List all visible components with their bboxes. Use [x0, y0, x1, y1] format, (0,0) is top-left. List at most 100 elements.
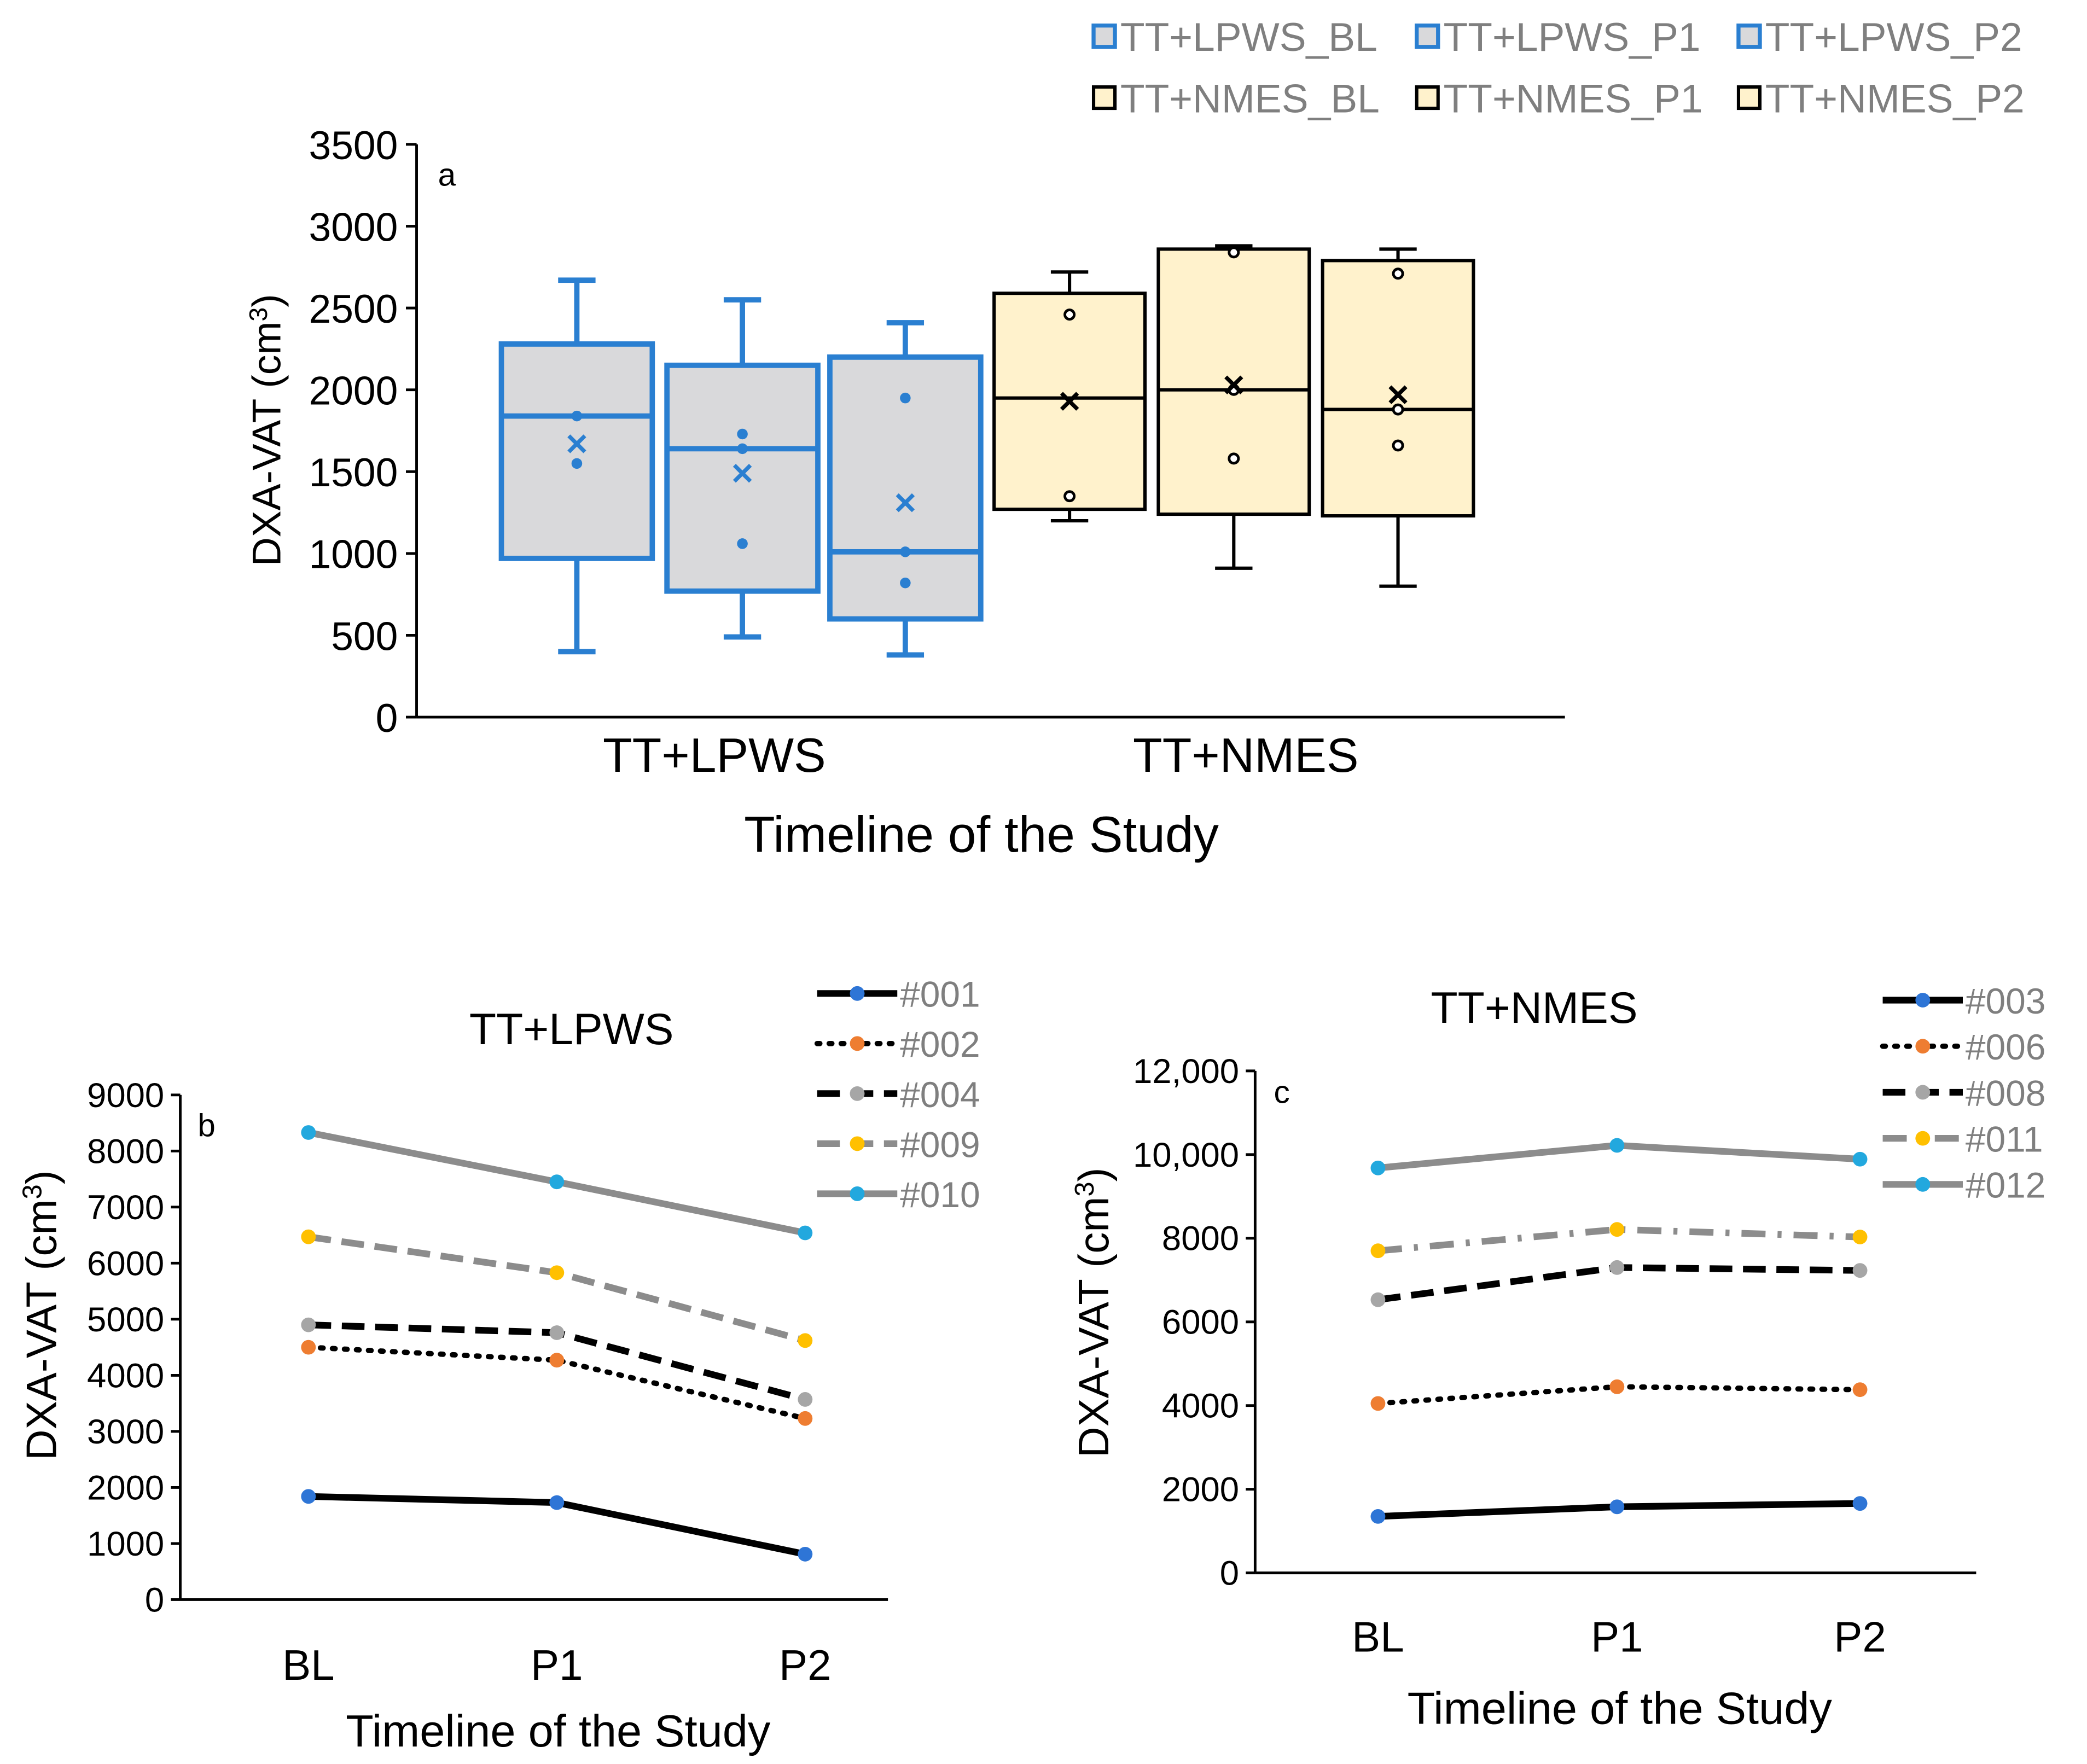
panel-c-x-axis-title: Timeline of the Study: [1408, 1683, 1833, 1733]
box-tt-lpws-p1: [664, 297, 821, 640]
panel-c-y-tick-label: 0: [1220, 1555, 1239, 1593]
legend-item-tt-lpws-p2: TT+LPWS_P2: [1736, 15, 2022, 60]
panel-b-series-point: [798, 1411, 813, 1426]
panel-c-legend-item-008: #008: [1882, 1073, 2046, 1113]
box-data-point: [900, 392, 911, 404]
box-iqr: [664, 362, 821, 594]
panel-c-y-tick-label: 2000: [1162, 1471, 1239, 1509]
panel-b-series-point: [798, 1392, 813, 1407]
panel-b-series-point: [549, 1265, 565, 1280]
panel-b-series-line: [305, 1344, 808, 1422]
box-mean-marker: [1060, 392, 1079, 411]
box-data-point: [1228, 246, 1240, 259]
panel-b-legend-item-009: #009: [817, 1124, 980, 1165]
panel-a-y-axis-title: DXA-VAT (cm3): [244, 294, 289, 566]
panel-c-x-tick-bl: BL: [1352, 1613, 1404, 1661]
panel-b-y-tick-label: 9000: [87, 1076, 164, 1115]
legend-swatch: [1091, 24, 1117, 49]
legend-swatch: [1415, 85, 1440, 110]
panel-c-series-point: [1852, 1382, 1868, 1398]
panel-b-series-point: [301, 1489, 316, 1504]
panel-c-legend-marker: [1915, 1085, 1931, 1100]
box-tt-nmes-p1: [1156, 244, 1311, 570]
panel-b-y-tick-label: 2000: [87, 1469, 164, 1507]
panel-b-legend-label: #010: [900, 1174, 980, 1215]
legend-item-tt-lpws-bl: TT+LPWS_BL: [1091, 15, 1377, 60]
panel-c-legend-label: #006: [1966, 1027, 2046, 1067]
box-mean-marker: [1224, 375, 1243, 394]
panel-b-y-tick-label: 8000: [87, 1132, 164, 1171]
box-data-point: [900, 577, 911, 589]
box-data-point: [737, 428, 748, 440]
legend-label: TT+LPWS_BL: [1120, 15, 1377, 60]
legend-swatch: [1736, 85, 1762, 110]
panel-b-series: [301, 1125, 813, 1562]
panel-b-line-chart: TT+LPWS b 0 1000 2000 3000 4000 5000 6000 7000 8…: [18, 974, 980, 1756]
panel-b-series-point: [798, 1333, 813, 1348]
panel-a-y-tick-label: 500: [331, 614, 398, 659]
box-tt-nmes-p2: [1321, 247, 1475, 588]
panel-b-series-point: [549, 1325, 565, 1340]
legend-label: TT+NMES_P1: [1444, 76, 1703, 121]
panel-c-y-tick-label: 12,000: [1133, 1052, 1239, 1091]
legend-swatch: [1736, 24, 1762, 49]
panel-b-legend: #001 #002 #004 #009 #010: [814, 974, 980, 1215]
panel-b-y-tick-label: 5000: [87, 1301, 164, 1339]
panel-b-y-tick-label: 3000: [87, 1413, 164, 1451]
panel-b-label: b: [197, 1108, 216, 1143]
panel-a-y-tick-label: 1500: [309, 450, 398, 495]
panel-b-series-point: [301, 1229, 316, 1244]
panel-b-series-point: [301, 1125, 316, 1140]
panel-b-legend-marker: [850, 1136, 865, 1151]
panel-a-y-tick-label: 0: [376, 696, 398, 741]
legend-item-tt-nmes-p2: TT+NMES_P2: [1736, 76, 2025, 121]
panel-b-x-tick-p2: P2: [779, 1641, 832, 1689]
panel-b-legend-marker: [850, 986, 865, 1001]
box-data-point: [900, 546, 911, 557]
panel-b-x-tick-bl: BL: [282, 1641, 335, 1689]
panel-c-x-tick-p1: P1: [1591, 1613, 1643, 1661]
panel-b-legend-item-001: #001: [817, 974, 980, 1015]
panel-c-series-point: [1370, 1243, 1386, 1259]
panel-b-series-010: [301, 1125, 813, 1241]
panel-b-series-004: [301, 1317, 813, 1407]
panel-c-legend: #003 #006 #008 #011 #012: [1880, 981, 2046, 1206]
panel-c-y-tick-label: 6000: [1162, 1303, 1239, 1342]
box-mean-marker-stroke: [1224, 375, 1243, 394]
panel-b-legend-label: #004: [900, 1074, 980, 1115]
panel-c-series-point: [1370, 1396, 1386, 1411]
box-tt-lpws-bl: [498, 277, 655, 655]
box-iqr: [498, 341, 655, 561]
panel-c-series-003: [1370, 1496, 1868, 1524]
panel-c-legend-marker: [1915, 1131, 1931, 1146]
legend-label: TT+LPWS_P1: [1444, 15, 1701, 60]
panel-b-legend-item-004: #004: [817, 1074, 980, 1115]
panel-b-series-point: [549, 1353, 565, 1368]
panel-c-legend-label: #008: [1966, 1073, 2046, 1113]
panel-b-y-tick-label: 6000: [87, 1244, 164, 1283]
panel-a-y-tick-label: 2000: [309, 369, 398, 414]
panel-c-label: c: [1274, 1074, 1290, 1110]
panel-b-series-point: [301, 1340, 316, 1355]
panel-a-x-axis-title: Timeline of the Study: [744, 806, 1219, 863]
panel-c-series-point: [1852, 1263, 1868, 1278]
box-iqr: [1156, 247, 1311, 516]
panel-b-legend-label: #001: [900, 974, 980, 1015]
panel-c-x-tick-p2: P2: [1834, 1613, 1886, 1661]
box-mean-marker: [567, 434, 586, 453]
panel-a-y-tick-label: 2500: [309, 287, 398, 331]
panel-b-series-point: [798, 1546, 813, 1562]
box-data-point: [737, 443, 748, 455]
panel-b-y-axis-title: DXA-VAT (cm3): [18, 1170, 66, 1460]
panel-b-y-tick-label: 0: [145, 1581, 164, 1619]
panel-c-title: TT+NMES: [1431, 983, 1637, 1033]
panel-b-y-tick-label: 4000: [87, 1357, 164, 1395]
panel-a-y-tick-label: 1000: [309, 532, 398, 577]
box-tt-nmes-bl: [992, 270, 1147, 523]
panel-a-legend: TT+LPWS_BL TT+LPWS_P1 TT+LPWS_P2 TT+NMES_BL…: [1091, 15, 2025, 121]
legend-item-tt-nmes-bl: TT+NMES_BL: [1091, 76, 1380, 121]
box-mean-marker-stroke: [1060, 392, 1079, 411]
panel-c-series-point: [1370, 1292, 1386, 1307]
panel-b-series-point: [798, 1225, 813, 1241]
panel-b-series-point: [549, 1174, 565, 1190]
